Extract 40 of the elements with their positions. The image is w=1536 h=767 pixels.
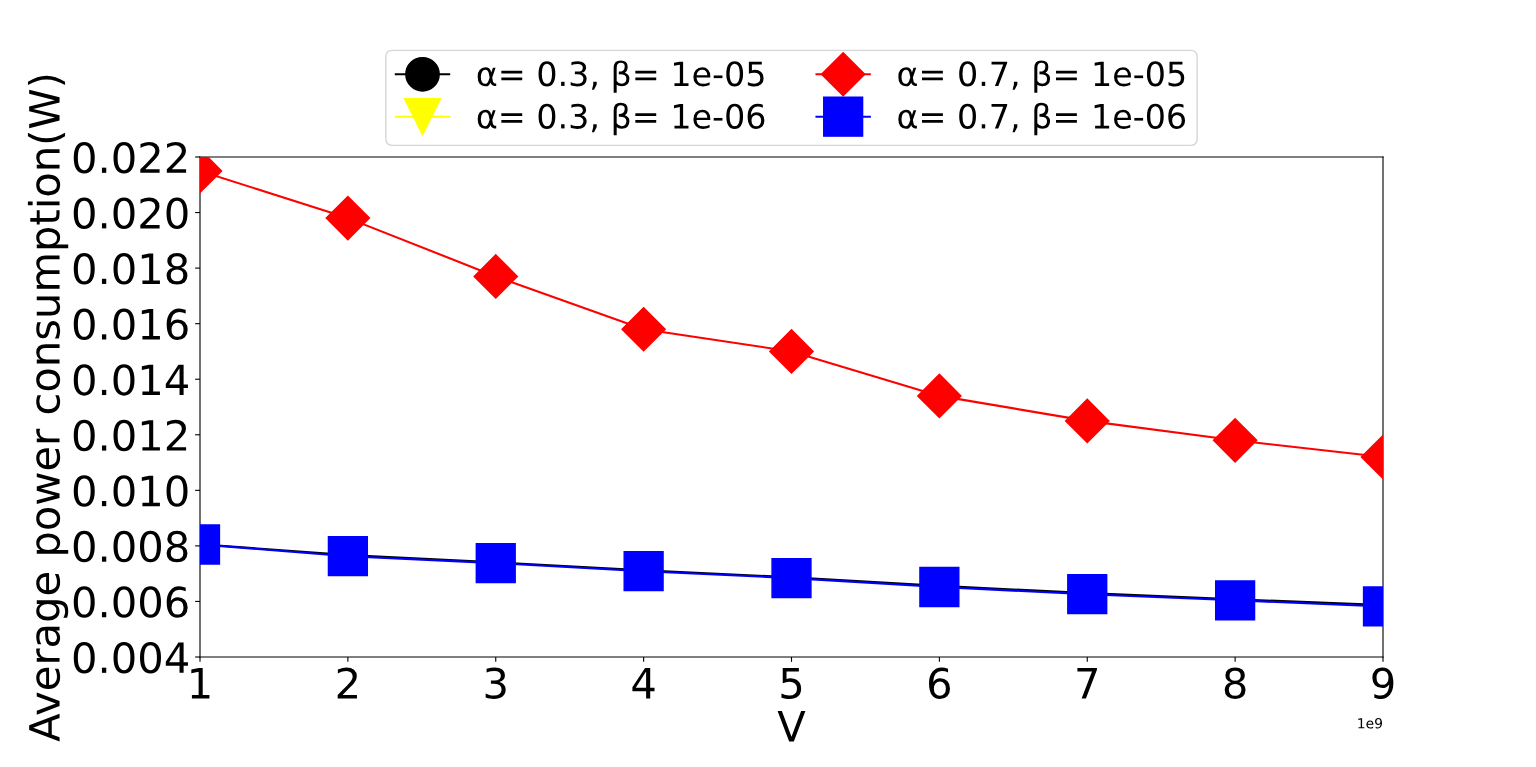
y-tick-label: 0.010 (73, 475, 188, 507)
point (475, 542, 516, 584)
y-axis-title: Average power consumption(W) (27, 75, 69, 742)
y-tick-label: 0.022 (73, 141, 187, 174)
point (621, 306, 666, 352)
point (1064, 398, 1110, 444)
point (917, 373, 962, 419)
y-tick-label: 0.004 (73, 641, 188, 674)
x-tick-label: 7 (1077, 668, 1097, 699)
point (473, 254, 519, 299)
y-tick-label: 0.006 (73, 586, 188, 618)
y-tick-label: 0.018 (73, 253, 188, 285)
y-tick-label: 0.016 (73, 308, 188, 341)
point (1212, 418, 1258, 463)
legend-label: α= 0.3, β= 1e-06 (477, 102, 765, 136)
point (325, 195, 371, 241)
legend-label: α= 0.7, β= 1e-06 (898, 102, 1186, 136)
x-axis-title: V (777, 711, 806, 742)
point (1214, 580, 1256, 621)
legend-label: α= 0.3, β= 1e-05 (477, 60, 764, 93)
x-tick-label: 8 (1224, 667, 1246, 699)
y-tick-label: 0.014 (73, 364, 188, 396)
x-tick-label: 4 (632, 668, 655, 699)
y-tick-label: 0.012 (73, 419, 187, 452)
point (1067, 574, 1108, 615)
point (769, 329, 814, 374)
point (919, 566, 960, 608)
point (771, 557, 812, 599)
x-tick-label: 9 (1372, 667, 1394, 699)
point (327, 536, 369, 577)
y-tick-label: 0.020 (73, 197, 188, 229)
text: 1e9 (1358, 718, 1383, 729)
legend-label: α= 0.7, β= 1e-05 (898, 60, 1185, 93)
x-tick-label: 6 (929, 667, 951, 699)
x-tick-label: 3 (485, 667, 506, 699)
x-tick-label: 5 (781, 668, 802, 699)
y-tick-label: 0.008 (73, 530, 188, 563)
point (623, 551, 664, 592)
x-tick-label: 1 (191, 668, 210, 699)
x-tick-label: 2 (337, 667, 357, 699)
